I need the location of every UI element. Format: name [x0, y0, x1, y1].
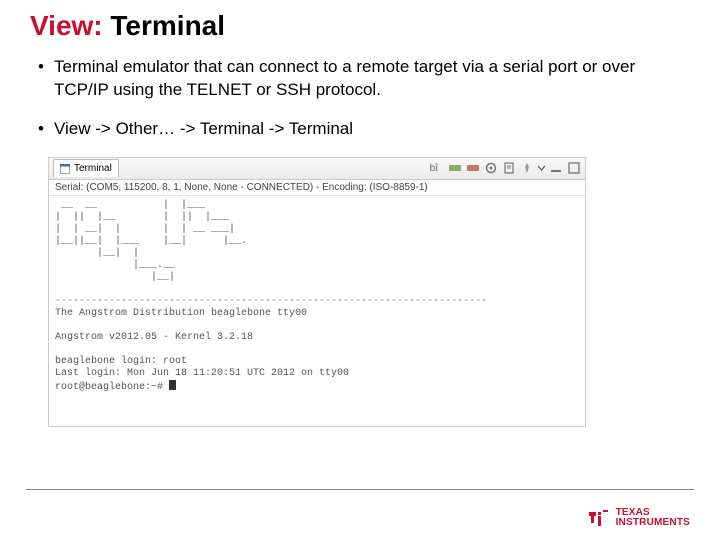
footer: TEXAS INSTRUMENTS: [0, 506, 720, 530]
slide: View: Terminal Terminal emulator that ca…: [0, 0, 720, 540]
login-line: beaglebone login: root: [55, 356, 187, 367]
distro-line: The Angstrom Distribution beaglebone tty…: [55, 308, 307, 319]
toolbar-icons: [448, 161, 581, 175]
settings-icon[interactable]: [484, 161, 498, 175]
terminal-tab[interactable]: Terminal: [53, 159, 119, 177]
ascii-art: __ __ | |___ | || |__ | || |___ | | __| …: [55, 200, 307, 283]
pin-icon[interactable]: [520, 161, 534, 175]
ti-chip-icon: [586, 506, 610, 530]
lastlogin-line: Last login: Mon Jun 18 11:20:51 UTC 2012…: [55, 368, 349, 379]
footer-divider: [26, 489, 694, 490]
ti-logo: TEXAS INSTRUMENTS: [586, 506, 690, 530]
terminal-icon: [60, 164, 70, 174]
title-rest: Terminal: [103, 10, 225, 41]
cursor-block: [169, 380, 176, 390]
terminal-window: Terminal bî Serial: (COM5, 115200, 8, 1,…: [48, 157, 586, 427]
tab-label: Terminal: [74, 163, 112, 174]
scroll-lock-icon[interactable]: [502, 161, 516, 175]
kernel-line: Angstrom v2012.05 - Kernel 3.2.18: [55, 332, 253, 343]
minimize-icon[interactable]: [549, 161, 563, 175]
bullet-2: View -> Other… -> Terminal -> Terminal: [38, 118, 690, 141]
title-red: View:: [30, 10, 103, 41]
status-text: Serial: (COM5, 115200, 8, 1, None, None …: [55, 182, 428, 193]
prompt-line: root@beaglebone:~#: [55, 382, 169, 393]
terminal-status-line: Serial: (COM5, 115200, 8, 1, None, None …: [49, 180, 585, 196]
connect-icon[interactable]: [448, 161, 462, 175]
bullet-list: Terminal emulator that can connect to a …: [38, 56, 690, 141]
chevron-down-icon[interactable]: [538, 165, 545, 172]
terminal-tabbar: Terminal bî: [49, 158, 585, 180]
ti-brand-text: TEXAS INSTRUMENTS: [616, 508, 690, 529]
maximize-icon[interactable]: [567, 161, 581, 175]
terminal-body[interactable]: __ __ | |___ | || |__ | || |___ | | __| …: [49, 196, 585, 426]
disconnect-icon[interactable]: [466, 161, 480, 175]
bullet-1: Terminal emulator that can connect to a …: [38, 56, 690, 102]
slide-title: View: Terminal: [30, 10, 690, 42]
brand-line2: INSTRUMENTS: [616, 518, 690, 529]
toolbar-extra-text: bî: [430, 163, 438, 174]
